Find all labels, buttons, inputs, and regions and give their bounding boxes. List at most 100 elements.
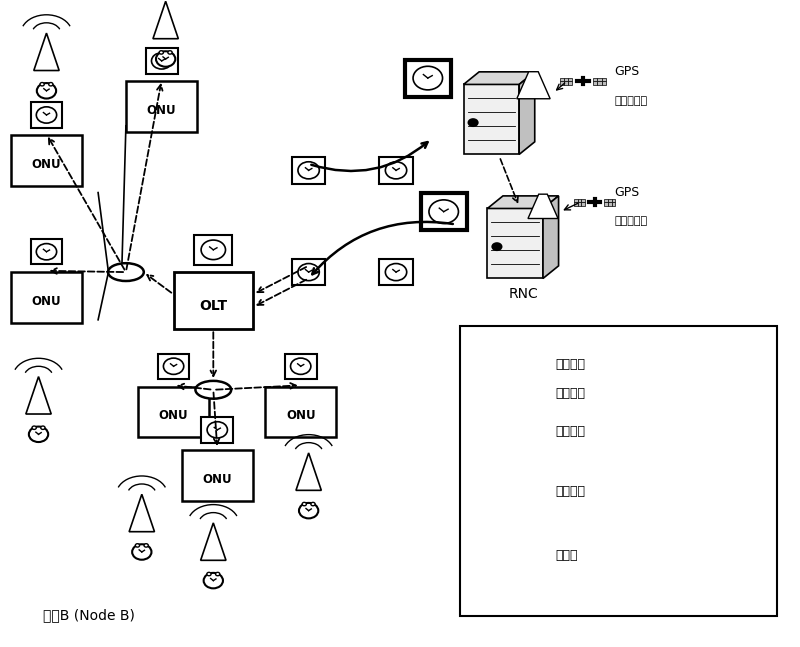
Bar [146,48,178,74]
Circle shape [298,162,319,179]
Polygon shape [463,85,519,155]
Polygon shape [463,72,534,85]
Circle shape [413,66,442,90]
Circle shape [290,358,311,375]
Bar [30,102,62,127]
Polygon shape [296,453,322,490]
Bar [485,423,522,452]
Text: 北斗、其它: 北斗、其它 [614,216,648,226]
Circle shape [168,50,172,54]
Bar [482,353,525,388]
Circle shape [36,107,57,123]
Bar [194,235,232,265]
Circle shape [207,573,211,576]
Bar [285,353,317,379]
Circle shape [135,543,139,547]
Polygon shape [129,494,154,532]
Bar [174,272,253,329]
Circle shape [159,50,163,54]
Text: ONU: ONU [147,104,177,117]
Polygon shape [201,523,226,560]
Text: GPS: GPS [614,186,640,199]
Text: OLT: OLT [199,299,227,313]
Bar [10,272,82,323]
Bar [604,202,608,206]
Circle shape [29,426,48,442]
Circle shape [298,263,319,281]
Bar [379,157,413,184]
Bar [379,259,413,285]
Circle shape [37,83,56,98]
Bar [564,78,568,82]
Bar [158,353,190,379]
Text: 主时钟或: 主时钟或 [555,358,585,371]
Bar [612,202,615,206]
Circle shape [490,487,517,509]
Ellipse shape [195,381,231,399]
Circle shape [302,502,306,506]
Bar [602,78,606,82]
Bar [602,82,606,85]
Circle shape [144,543,148,547]
Bar [578,202,582,206]
Text: ONU: ONU [158,410,188,422]
Bar [560,78,564,82]
Circle shape [32,426,36,430]
Polygon shape [543,196,558,278]
Circle shape [386,263,406,281]
Circle shape [311,502,315,506]
Bar [202,417,233,443]
Bar [405,60,451,96]
Bar [292,259,326,285]
Bar [574,199,578,202]
Bar [292,157,326,184]
Bar [182,450,253,501]
Circle shape [429,200,458,223]
Bar [578,199,582,202]
Circle shape [299,503,318,518]
Circle shape [40,83,44,86]
Circle shape [386,162,406,179]
Circle shape [163,358,184,375]
Circle shape [49,83,53,86]
Text: RNC: RNC [508,287,538,301]
Bar [574,202,578,206]
Circle shape [490,360,518,382]
Text: 备份时钟: 备份时钟 [555,387,585,400]
Bar [598,78,602,82]
Text: 北斗、其它: 北斗、其它 [614,96,648,105]
Polygon shape [26,377,51,414]
Bar [593,82,598,85]
Circle shape [215,573,220,576]
Text: 边界时钟: 边界时钟 [555,424,585,437]
Bar [459,326,778,615]
Bar [10,135,82,186]
Polygon shape [34,33,59,71]
Bar [138,387,210,437]
Text: 时钟流: 时钟流 [555,549,578,562]
Polygon shape [153,1,178,39]
Bar [265,387,337,437]
Bar [612,199,615,202]
Polygon shape [528,194,558,219]
Polygon shape [487,196,558,208]
Ellipse shape [108,263,144,281]
Bar [568,78,572,82]
Circle shape [204,573,223,588]
Bar [608,199,612,202]
Circle shape [201,240,226,259]
Bar [30,239,62,265]
Circle shape [491,242,502,251]
Circle shape [207,422,227,438]
Bar [126,82,198,132]
Bar [564,82,568,85]
Circle shape [36,244,57,260]
Circle shape [151,53,172,69]
Text: ONU: ONU [32,158,62,171]
Polygon shape [519,72,534,155]
Polygon shape [487,208,543,278]
Bar [421,193,466,230]
Circle shape [494,487,500,491]
Bar [593,78,598,82]
Text: GPS: GPS [614,65,640,78]
